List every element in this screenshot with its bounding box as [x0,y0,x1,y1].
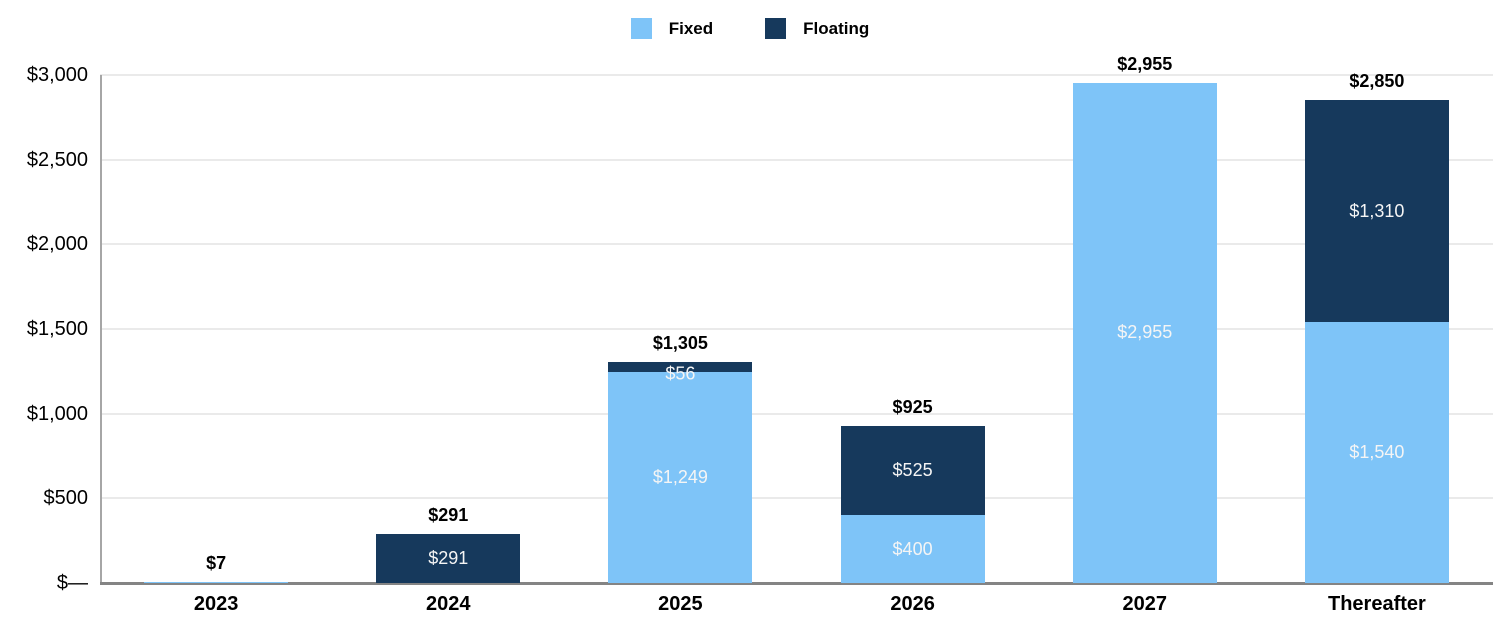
x-tick-label-2025: 2025 [658,593,703,615]
x-tick-label-2024: 2024 [426,593,471,615]
bar-segment-floating-2026: $525 [840,426,985,516]
segment-value-label: $1,540 [1349,442,1405,463]
segment-value-label: $1,249 [652,466,708,487]
y-tick-label: $500 [43,487,89,510]
gridline-1000 [100,412,1493,415]
bar-segment-fixed-2026: $400 [840,515,985,583]
legend-label-fixed: Fixed [668,18,714,38]
gridline-3000 [100,74,1493,76]
bar-total-label: $1,305 [652,333,708,354]
segment-value-label: $400 [892,538,933,559]
y-tick-label: $3,000 [26,64,88,86]
segment-value-label: $291 [428,547,469,568]
x-tick-label-2026: 2026 [890,593,935,615]
bar-2025: $1,249 $56 [608,362,753,583]
bar-segment-floating-Thereafter: $1,310 [1304,100,1449,323]
x-tick-label-2023: 2023 [193,593,239,615]
bar-segment-fixed-2025: $1,249 [608,371,753,583]
bar-2026: $400 $525 [840,426,985,583]
segment-value-label: $2,955 [1117,322,1173,343]
bar-total-label: $2,850 [1349,71,1405,92]
bar-total-label: $925 [892,397,933,418]
y-tick-label: $— [56,572,88,594]
bar-total-label: $291 [428,504,469,525]
segment-value-label: $1,310 [1349,200,1405,221]
bar-segment-fixed-2023 [144,581,289,583]
gridline-2000 [100,243,1493,246]
bar-Thereafter: $1,540 $1,310 [1304,100,1449,583]
gridline-2500 [100,158,1493,161]
bar-2024: $291 [376,533,521,583]
y-axis-line [100,75,102,583]
segment-value-label: $525 [892,460,933,481]
legend-item-fixed: Fixed [630,18,714,39]
legend-label-floating: Floating [803,18,870,38]
legend-item-floating: Floating [765,18,869,39]
legend-swatch-fixed-icon [630,18,652,39]
x-axis-line [100,582,1493,585]
y-tick-label: $2,500 [26,148,88,171]
x-tick-label-Thereafter: Thereafter [1328,593,1426,615]
bar-2023 [144,581,289,583]
y-tick-label: $1,500 [26,318,88,340]
bar-2027: $2,955 [1072,82,1217,583]
bar-segment-floating-2025: $56 [608,362,753,383]
gridline-1500 [100,328,1493,330]
bar-segment-floating-2024: $291 [376,533,521,583]
chart-legend: Fixed Floating [0,18,1500,39]
bar-segment-fixed-2027: $2,955 [1072,82,1217,583]
legend-swatch-floating-icon [765,18,787,39]
bar-segment-fixed-Thereafter: $1,540 [1304,322,1449,583]
y-tick-label: $2,000 [26,233,88,256]
segment-value-label: $56 [665,363,696,383]
x-tick-label-2027: 2027 [1122,593,1168,615]
bar-total-label: $2,955 [1117,53,1173,74]
bar-total-label: $7 [206,552,227,573]
y-tick-label: $1,000 [26,402,88,425]
gridline-500 [100,497,1493,500]
